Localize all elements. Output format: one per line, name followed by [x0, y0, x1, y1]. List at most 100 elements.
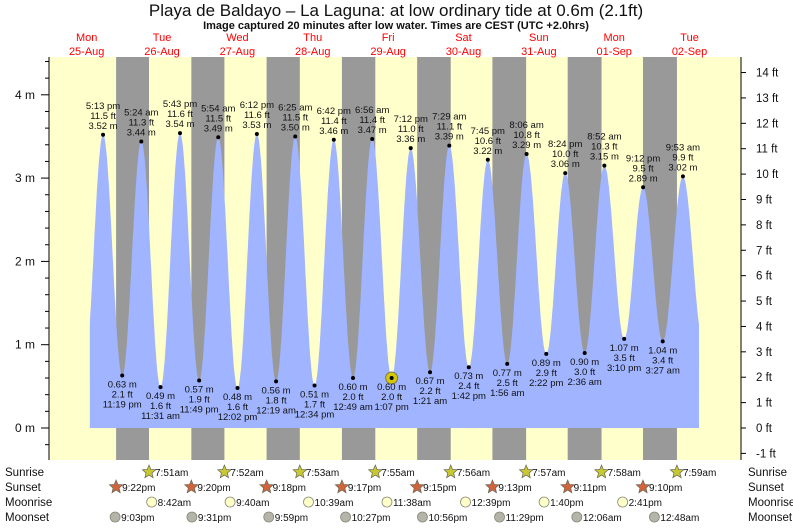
low-tide-label: 0.63 m [108, 380, 137, 391]
right-tick-label: 6 ft [756, 271, 773, 283]
sunrise-icon [292, 464, 308, 479]
event-time-label: 9:18pm [273, 483, 306, 494]
low-tide-label: 1.9 ft [189, 395, 210, 406]
low-tide-point [428, 370, 433, 375]
high-tide-label: 8:06 am [509, 120, 543, 131]
day-name-label: Fri [382, 32, 395, 44]
high-tide-label: 11.5 ft [282, 112, 308, 123]
high-tide-label: 7:12 pm [394, 114, 428, 125]
right-tick-label: 5 ft [756, 296, 773, 308]
low-tide-point [505, 361, 510, 366]
high-tide-label: 11.6 ft [167, 109, 193, 120]
left-tick-label: 1 m [15, 338, 35, 352]
high-tide-label: 11.3 ft [128, 117, 154, 128]
sunset-icon [409, 479, 425, 494]
high-tide-label: 3.44 m [127, 127, 156, 138]
high-tide-point [101, 132, 106, 137]
event-time-label: 7:51am [155, 468, 188, 479]
event-time-label: 9:15pm [423, 483, 456, 494]
high-tide-label: 6:56 am [355, 105, 389, 116]
high-tide-point [331, 137, 336, 142]
high-tide-label: 2.89 m [629, 173, 658, 184]
event-time-label: 9:31pm [198, 513, 231, 524]
low-tide-label: 2.0 ft [342, 392, 363, 403]
moonrise-icon [538, 496, 550, 508]
low-tide-label: 0.49 m [146, 391, 175, 402]
low-tide-label: 12:34 pm [295, 410, 335, 421]
low-tide-label: 1.6 ft [227, 402, 248, 413]
event-time-label: 12:06am [583, 513, 622, 524]
high-tide-label: 3.06 m [551, 159, 580, 170]
right-tick-label: 1 ft [756, 398, 773, 410]
low-tide-point [197, 378, 202, 383]
sunrise-icon [443, 464, 459, 479]
day-date-label: 29-Aug [370, 46, 405, 58]
moonrise-icon [224, 496, 236, 508]
chart-title: Playa de Baldayo – La Laguna: at low ord… [149, 1, 643, 20]
event-time-label: 2:41pm [629, 498, 662, 509]
right-tick-label: 12 ft [756, 118, 779, 130]
low-tide-label: 12:19 am [256, 405, 296, 416]
day-date-label: 31-Aug [521, 46, 556, 58]
low-tide-label: 2.0 ft [381, 392, 402, 403]
event-time-label: 7:56am [457, 468, 490, 479]
low-tide-label: 1.7 ft [304, 400, 325, 411]
low-tide-label: 0.89 m [532, 358, 561, 369]
low-tide-label: 2.4 ft [458, 381, 479, 392]
moonset-icon [186, 511, 198, 523]
event-time-label: 12:39pm [472, 498, 511, 509]
high-tide-point [370, 136, 375, 141]
left-tick-label: 2 m [15, 254, 35, 268]
low-tide-label: 3:27 am [646, 365, 680, 376]
day-name-label: Mon [603, 32, 624, 44]
sunrise-icon [367, 464, 383, 479]
left-tick-label: 3 m [15, 171, 35, 185]
event-time-label: 7:52am [230, 468, 263, 479]
event-row-label-right: Sunset [748, 482, 785, 494]
low-tide-label: 2.9 ft [536, 368, 557, 379]
event-time-label: 7:57am [532, 468, 565, 479]
low-tide-point [235, 386, 240, 391]
high-tide-label: 9:12 pm [626, 153, 660, 164]
low-tide-label: 0.90 m [570, 357, 599, 368]
right-tick-label: 7 ft [756, 245, 773, 257]
high-tide-label: 3.52 m [89, 121, 118, 132]
low-tide-label: 3.5 ft [614, 353, 635, 364]
day-date-label: 26-Aug [144, 46, 179, 58]
event-time-label: 8:42am [158, 498, 191, 509]
sunrise-icon [141, 464, 157, 479]
high-tide-point [293, 134, 298, 139]
event-time-label: 7:55am [381, 468, 414, 479]
high-tide-label: 5:43 pm [163, 99, 197, 110]
moonset-icon [109, 511, 121, 523]
low-tide-label: 1.04 m [648, 345, 677, 356]
sunset-icon [334, 479, 350, 494]
low-tide-label: 11:49 pm [180, 405, 219, 416]
left-tick-label: 4 m [15, 88, 35, 102]
low-tide-label: 1:56 am [490, 388, 524, 399]
event-row-label: Moonrise [5, 497, 52, 509]
moonrise-icon [460, 496, 471, 508]
high-tide-point [563, 171, 568, 176]
day-name-label: Sat [455, 32, 472, 44]
high-tide-point [408, 146, 413, 151]
sunrise-icon [669, 464, 685, 479]
event-time-label: 7:53am [306, 468, 339, 479]
day-name-label: Sun [529, 32, 549, 44]
sunset-icon [635, 479, 651, 494]
event-time-label: 10:56pm [428, 513, 467, 524]
high-tide-label: 3.02 m [668, 162, 697, 173]
high-tide-label: 5:13 pm [86, 101, 120, 112]
chart-subtitle: Image captured 20 minutes after low wate… [203, 20, 589, 32]
high-tide-label: 3.29 m [512, 140, 541, 151]
low-tide-point [582, 351, 587, 356]
low-tide-label: 11:31 am [141, 411, 180, 422]
high-tide-point [447, 143, 452, 148]
high-tide-label: 11.4 ft [359, 115, 385, 126]
low-tide-label: 1.6 ft [150, 401, 171, 412]
high-tide-label: 3.50 m [281, 122, 310, 133]
high-tide-label: 10.0 ft [552, 149, 579, 160]
low-tide-label: 3.4 ft [652, 355, 673, 366]
high-tide-label: 3.47 m [358, 125, 387, 136]
